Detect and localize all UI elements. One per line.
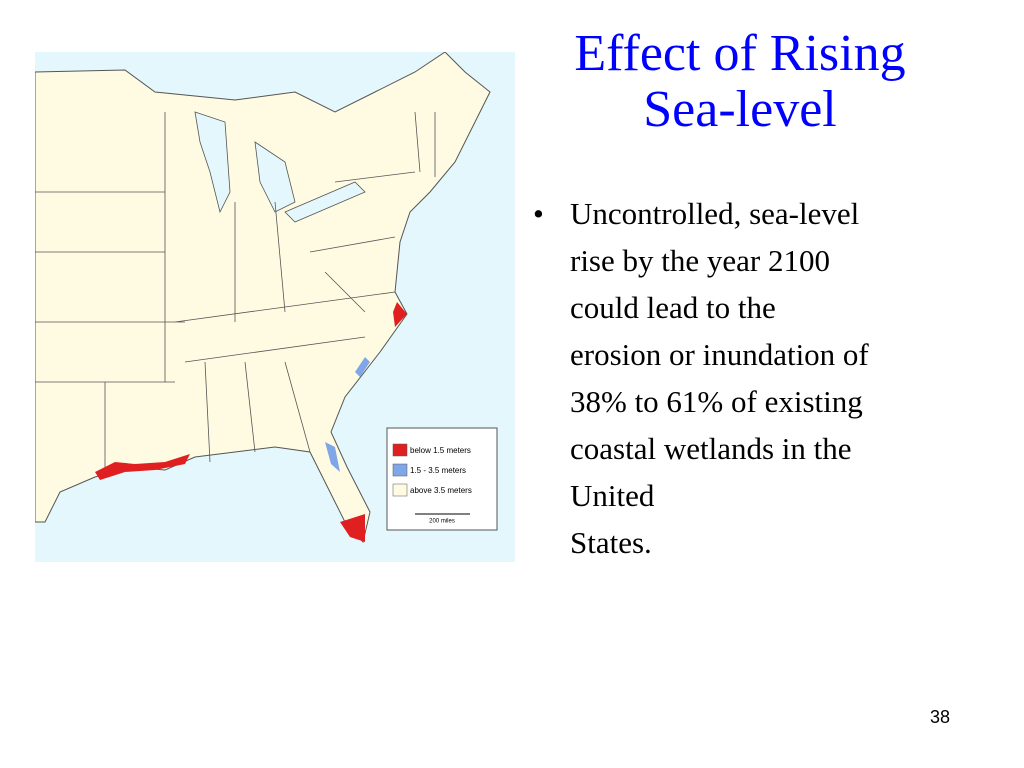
inundation <box>95 302 407 542</box>
page-number: 38 <box>930 707 951 727</box>
title-line: Effect of Rising <box>574 25 906 82</box>
legend-swatch <box>392 463 408 477</box>
bullet-line: States. <box>570 525 652 560</box>
legend-label: below 1.5 meters <box>410 446 471 455</box>
land <box>35 52 491 544</box>
state-lines <box>35 111 436 472</box>
bullet-line: coastal wetlands in the <box>570 431 852 466</box>
bullet-line: 38% to 61% of existing <box>570 384 863 419</box>
bullet-dot: • <box>533 196 544 231</box>
lake-michigan <box>194 111 231 214</box>
map: below 1.5 meters 1.5 - 3.5 meters above … <box>35 52 515 562</box>
bullet-line: erosion or inundation of <box>570 337 869 372</box>
lake-huron <box>254 141 296 213</box>
bullet: • Uncontrolled, sea-level rise by the year… <box>533 190 1003 566</box>
bullet-line: Uncontrolled, sea-level <box>570 196 860 231</box>
legend-swatch <box>392 443 408 457</box>
legend-swatch <box>392 483 408 497</box>
lake-erie <box>284 181 366 223</box>
legend-label: 1.5 - 3.5 meters <box>410 466 466 475</box>
legend-box <box>386 427 498 531</box>
bullet-line: could lead to the <box>570 290 776 325</box>
scale-label: 200 miles <box>429 519 455 525</box>
legend-label: above 3.5 meters <box>410 486 472 495</box>
title-line: Sea-level <box>643 81 837 138</box>
bullet-line: United <box>570 478 655 513</box>
bullet-line: rise by the year 2100 <box>570 243 830 278</box>
title: Effect of Rising Sea-level <box>520 26 960 138</box>
